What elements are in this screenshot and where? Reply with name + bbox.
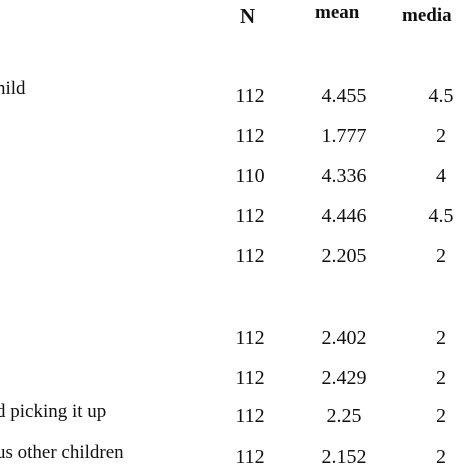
cell-n-8: 112: [235, 405, 265, 427]
row-label-1: nild: [0, 78, 26, 99]
cell-median-2: 2: [436, 125, 446, 147]
cell-n-4: 112: [235, 205, 265, 227]
cell-n-6: 112: [235, 327, 265, 349]
cell-median-5: 2: [436, 245, 446, 267]
cell-n-9: 112: [235, 446, 265, 468]
cell-mean-9: 2.152: [321, 446, 367, 468]
cell-mean-1: 4.455: [321, 85, 367, 107]
cell-mean-5: 2.205: [321, 245, 367, 267]
row-label-9: us other children: [0, 442, 124, 463]
cell-median-4: 4.5: [428, 205, 454, 227]
cell-mean-4: 4.446: [321, 205, 367, 227]
cell-n-3: 110: [235, 165, 265, 187]
cell-mean-6: 2.402: [321, 327, 367, 349]
header-n: N: [240, 4, 256, 28]
cell-n-2: 112: [235, 125, 265, 147]
cell-mean-8: 2.25: [326, 405, 362, 427]
cell-mean-2: 1.777: [321, 125, 367, 147]
cell-median-7: 2: [436, 367, 446, 389]
cell-n-7: 112: [235, 367, 265, 389]
cell-mean-7: 2.429: [321, 367, 367, 389]
header-mean: mean: [315, 2, 360, 23]
header-median: media: [402, 5, 452, 26]
cell-n-1: 112: [235, 85, 265, 107]
cell-n-5: 112: [235, 245, 265, 267]
row-label-8: d picking it up: [0, 401, 107, 422]
cell-median-1: 4.5: [428, 85, 454, 107]
cell-median-9: 2: [436, 446, 446, 468]
cell-median-6: 2: [436, 327, 446, 349]
cell-median-8: 2: [436, 405, 446, 427]
cell-median-3: 4: [436, 165, 446, 187]
cell-mean-3: 4.336: [321, 165, 367, 187]
